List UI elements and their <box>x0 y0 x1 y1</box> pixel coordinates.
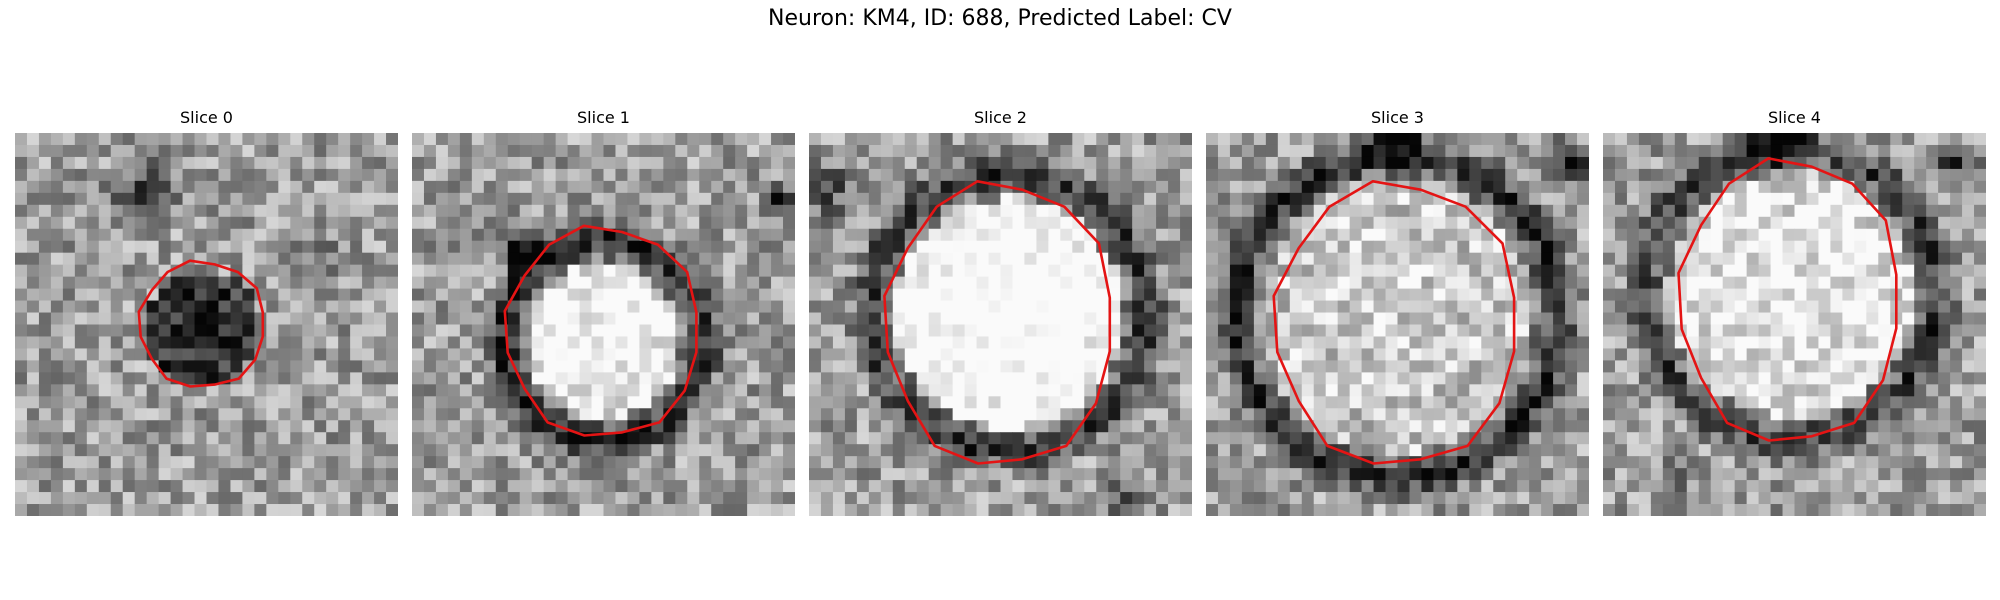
slice-image-4 <box>1603 133 1986 516</box>
slice-panel-4: Slice 4 <box>1603 108 1986 516</box>
slice-image-0 <box>15 133 398 516</box>
slice-pixels-1 <box>412 133 795 516</box>
segmentation-contour-4 <box>1677 157 1898 442</box>
segmentation-contour-3 <box>1272 179 1516 465</box>
slice-title-1: Slice 1 <box>577 108 630 127</box>
slice-panel-1: Slice 1 <box>412 108 795 516</box>
slice-title-4: Slice 4 <box>1768 108 1821 127</box>
slice-panel-3: Slice 3 <box>1206 108 1589 516</box>
segmentation-contour-0 <box>137 259 265 388</box>
slice-pixels-3 <box>1206 133 1589 516</box>
slice-panel-2: Slice 2 <box>809 108 1192 516</box>
slice-pixels-2 <box>809 133 1192 516</box>
segmentation-contour-1 <box>503 224 698 437</box>
slice-pixels-4 <box>1603 133 1986 516</box>
figure-title: Neuron: KM4, ID: 688, Predicted Label: C… <box>768 6 1232 31</box>
slice-image-3 <box>1206 133 1589 516</box>
slice-title-0: Slice 0 <box>180 108 233 127</box>
slice-panel-0: Slice 0 <box>15 108 398 516</box>
segmentation-contour-2 <box>883 179 1112 465</box>
slice-image-1 <box>412 133 795 516</box>
slice-image-2 <box>809 133 1192 516</box>
slice-title-2: Slice 2 <box>974 108 1027 127</box>
slice-title-3: Slice 3 <box>1371 108 1424 127</box>
slice-pixels-0 <box>15 133 398 516</box>
